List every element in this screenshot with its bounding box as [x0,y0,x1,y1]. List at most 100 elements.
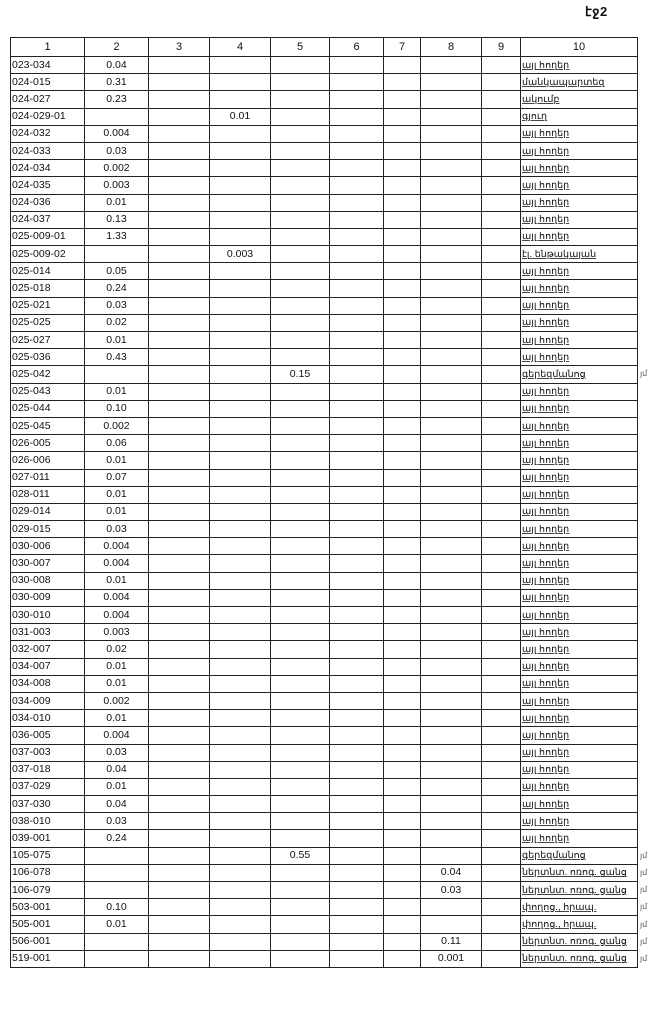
cell-col-5 [270,760,330,779]
land-use-label: ներտնտ. ոռոգ. ցանց [522,867,627,879]
cell-col-6 [329,193,384,212]
cell-col-6 [329,434,384,453]
margin-note: յմ [640,936,648,946]
cell-col-3 [148,812,210,831]
cell-col-4 [209,485,271,504]
cell-col-10: այլ հողեր [520,537,638,556]
cell-col-10: այլ հողեր [520,227,638,247]
cell-col-1: 025-036 [10,348,85,367]
cell-col-5 [270,898,330,917]
cell-col-8 [420,141,482,161]
cell-col-5 [270,262,330,281]
cell-col-8 [420,279,482,298]
cell-col-1: 024-033 [10,141,85,161]
cell-col-5 [270,691,330,711]
cell-col-8 [420,193,482,212]
cell-col-5 [270,674,330,693]
land-use-label: այլ հողեր [522,523,570,535]
cell-col-10: այլ հողեր [520,468,638,487]
cell-col-3 [148,124,210,143]
cell-col-10: այլ հողեր [520,296,638,315]
cell-col-7 [383,588,421,608]
column-header-9: 9 [481,37,521,57]
cell-col-7 [383,777,421,797]
cell-col-1: 024-035 [10,176,85,195]
cell-col-7 [383,141,421,161]
cell-col-3 [148,73,210,92]
table-row: 026-005 0.06 այլ հողեր [10,434,638,453]
cell-col-10: այլ հողեր [520,554,638,573]
cell-col-5 [270,416,330,436]
cell-col-7 [383,399,421,418]
cell-col-7 [383,159,421,178]
cell-col-8 [420,262,482,281]
table-row: 034-008 0.01 այլ հողեր [10,674,638,693]
cell-col-5 [270,227,330,247]
cell-col-10: մանկապարտեզ [520,73,638,92]
cell-col-2: 0.13 [84,210,149,229]
cell-col-8 [420,348,482,367]
table-row: 024-034 0.002 այլ հողեր [10,159,638,178]
cell-col-1: 034-010 [10,709,85,728]
table-row: 024-036 0.01 այլ հողեր [10,193,638,212]
cell-col-5 [270,795,330,814]
cell-col-7 [383,210,421,229]
cell-col-7 [383,330,421,350]
cell-col-6 [329,863,384,883]
cell-col-4 [209,159,271,178]
cell-col-4 [209,743,271,762]
cell-col-9 [481,743,521,762]
cell-col-8 [420,124,482,143]
cell-col-8 [420,90,482,109]
cell-col-4 [209,55,271,75]
cell-col-9 [481,176,521,195]
cell-col-8 [420,605,482,625]
land-use-label: այլ հողեր [522,592,570,604]
cell-col-6 [329,365,384,384]
cell-col-10: ներտնտ. ոռոգ. ցանց [520,880,638,900]
cell-col-9 [481,502,521,522]
cell-col-2: 0.10 [84,399,149,418]
table-row: 519-001 0.001 ներտնտ. ոռոգ. ցանց [10,949,638,968]
table-row: 023-034 0.04 այլ հողեր [10,55,638,75]
cell-col-7 [383,382,421,401]
cell-col-6 [329,760,384,779]
land-use-label: այլ հողեր [522,678,570,690]
table-row: 024-037 0.13 այլ հողեր [10,210,638,229]
cell-col-6 [329,812,384,831]
cell-col-5 [270,468,330,487]
cell-col-6 [329,743,384,762]
cell-col-1: 503-001 [10,898,85,917]
cell-col-9 [481,880,521,900]
cell-col-10: այլ հողեր [520,434,638,453]
cell-col-3 [148,502,210,522]
cell-col-9 [481,262,521,281]
cell-col-10: ներտնտ. ոռոգ. ցանց [520,863,638,883]
land-use-label: այլ հողեր [522,214,570,226]
cell-col-1: 037-030 [10,795,85,814]
cell-col-8 [420,227,482,247]
cell-col-6 [329,176,384,195]
cell-col-2: 0.04 [84,760,149,779]
cell-col-2: 0.03 [84,520,149,539]
cell-col-8 [420,502,482,522]
table-row: 024-029-01 0.01 գյուղ [10,107,638,126]
table-row: 037-030 0.04 այլ հողեր [10,795,638,814]
cell-col-9 [481,691,521,711]
cell-col-10: այլ հողեր [520,760,638,779]
cell-col-7 [383,537,421,556]
cell-col-2: 0.004 [84,554,149,573]
cell-col-5 [270,107,330,126]
cell-col-1: 025-025 [10,313,85,333]
land-use-label: այլ հողեր [522,437,570,449]
cell-col-9 [481,159,521,178]
cell-col-3 [148,382,210,401]
cell-col-1: 025-044 [10,399,85,418]
table-row: 505-001 0.01 փողոց., հրապ. [10,915,638,934]
land-use-label: այլ հողեր [522,128,570,140]
cell-col-6 [329,73,384,92]
table-row: 026-006 0.01 այլ հողեր [10,451,638,470]
cell-col-6 [329,777,384,797]
cell-col-4 [209,623,271,642]
cell-col-10: այլ հողեր [520,743,638,762]
